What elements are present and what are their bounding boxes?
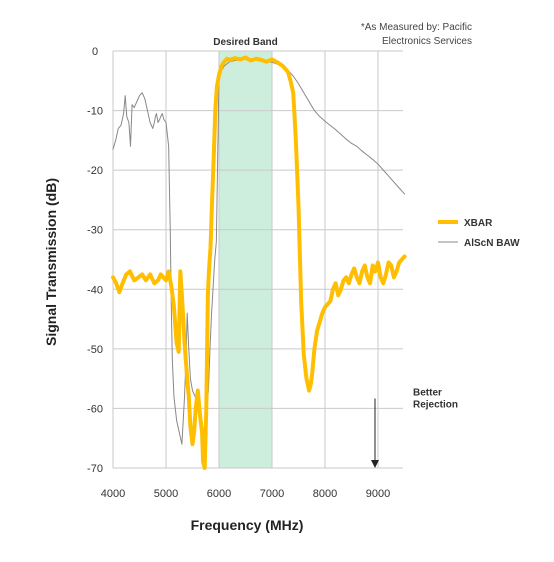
desired-band-region xyxy=(219,51,272,468)
legend: XBAR AlScN BAW xyxy=(438,218,520,249)
desired-band-layer xyxy=(219,51,272,468)
source-note-line-1: *As Measured by: Pacific xyxy=(361,22,472,33)
y-tick-label: -20 xyxy=(87,165,103,177)
desired-band-label: Desired Band xyxy=(213,37,277,48)
y-tick-label: -30 xyxy=(87,225,103,237)
x-tick-label: 6000 xyxy=(207,488,231,500)
grid xyxy=(112,50,403,469)
x-axis-title: Frequency (MHz) xyxy=(191,517,304,533)
legend-alscn-baw-label: AlScN BAW xyxy=(464,238,520,249)
x-tick-label: 7000 xyxy=(260,488,284,500)
x-tick-label: 5000 xyxy=(154,488,178,500)
x-tick-label: 8000 xyxy=(313,488,337,500)
series-line-xbar xyxy=(111,55,407,470)
y-tick-label: -70 xyxy=(87,463,103,475)
better-rejection-arrow-head xyxy=(371,460,379,468)
y-tick-label: -60 xyxy=(87,403,103,415)
y-tick-label: -50 xyxy=(87,344,103,356)
x-tick-label: 4000 xyxy=(101,488,125,500)
source-note-line-2: Electronics Services xyxy=(382,36,472,47)
tick-labels: 0 -10 -20 -30 -40 -50 -60 -70 4000 5000 6000 7000 80… xyxy=(87,46,390,500)
better-rejection-label-line-2: Rejection xyxy=(413,400,458,411)
y-tick-label: -10 xyxy=(87,106,103,118)
y-tick-label: -40 xyxy=(87,284,103,296)
better-rejection-label-line-1: Better xyxy=(413,388,442,399)
y-tick-label: 0 xyxy=(92,46,98,58)
legend-xbar-label: XBAR xyxy=(464,218,493,229)
y-axis-title: Signal Transmission (dB) xyxy=(43,178,59,346)
x-tick-label: 9000 xyxy=(366,488,390,500)
annotations: *As Measured by: Pacific Electronics Ser… xyxy=(43,22,472,533)
series-layer xyxy=(111,55,407,470)
